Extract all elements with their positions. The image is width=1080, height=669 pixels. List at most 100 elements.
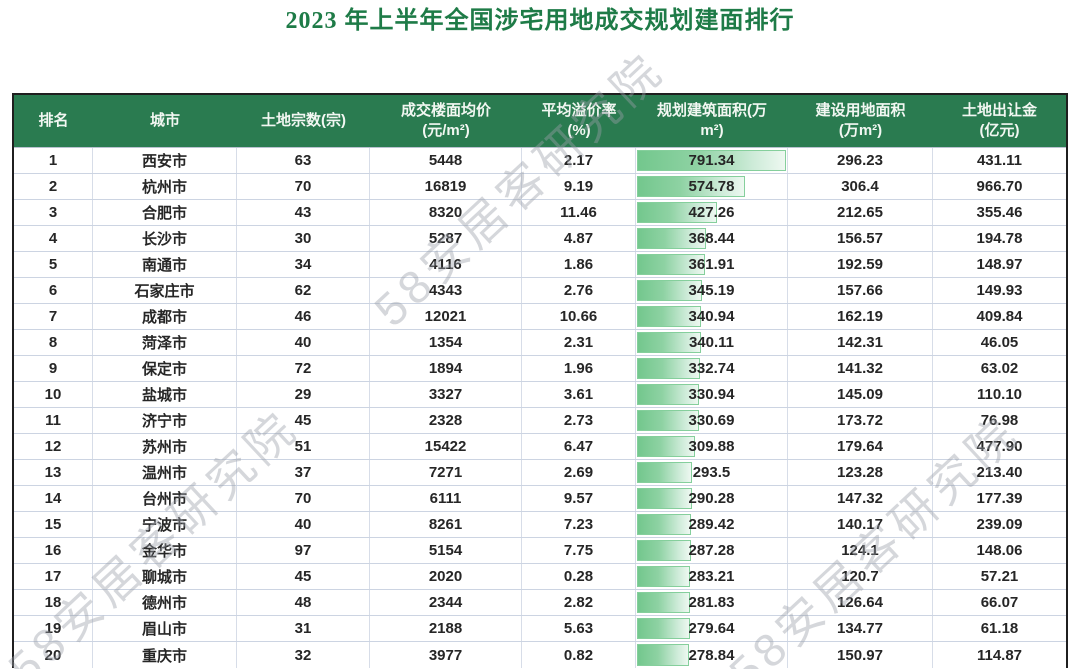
cell-value: 345.19 <box>688 282 735 299</box>
cell-floor-price: 5448 <box>370 148 522 173</box>
cell-premium: 5.63 <box>522 616 636 641</box>
cell-value: 长沙市 <box>141 231 187 248</box>
cell-city: 温州市 <box>93 460 237 485</box>
cell-value: 1.96 <box>563 360 594 377</box>
cell-value: 427.26 <box>688 204 735 221</box>
planned-area-databar <box>637 202 718 223</box>
cell-city: 宁波市 <box>93 512 237 537</box>
column-header: 规划建筑面积(万 m²) <box>636 95 788 147</box>
cell-value: 309.88 <box>688 438 735 455</box>
cell-value: 17 <box>44 568 62 585</box>
cell-value: 4116 <box>429 256 462 273</box>
cell-value: 278.84 <box>688 646 735 664</box>
cell-value: 2188 <box>428 620 463 637</box>
cell-value: 7271 <box>428 464 463 481</box>
cell-land-area: 123.28 <box>788 460 933 485</box>
cell-value: 3327 <box>428 386 463 403</box>
cell-premium: 3.61 <box>522 382 636 407</box>
cell-value: 145.09 <box>837 386 883 403</box>
cell-planned-area: 332.74 <box>636 356 788 381</box>
cell-planned-area: 574.78 <box>636 174 788 199</box>
cell-planned-area: 340.11 <box>636 330 788 355</box>
cell-value: 5.63 <box>563 620 594 637</box>
cell-land-area: 306.4 <box>788 174 933 199</box>
cell-value: 150.97 <box>837 646 883 664</box>
cell-land-fee: 239.09 <box>933 512 1066 537</box>
cell-parcels: 37 <box>237 460 370 485</box>
table-row: 15 宁波市 40 8261 7.23 289.42 140.17 239.09 <box>14 512 1066 538</box>
cell-rank: 15 <box>14 512 93 537</box>
planned-area-databar <box>637 306 702 327</box>
table-row: 3 合肥市 43 8320 11.46 427.26 212.65 355.46 <box>14 200 1066 226</box>
cell-value: 16819 <box>424 178 467 195</box>
table-row: 19 眉山市 31 2188 5.63 279.64 134.77 61.18 <box>14 616 1066 642</box>
cell-land-area: 124.1 <box>788 538 933 563</box>
table-row: 12 苏州市 51 15422 6.47 309.88 179.64 477.90 <box>14 434 1066 460</box>
cell-planned-area: 289.42 <box>636 512 788 537</box>
column-header: 土地出让金 (亿元) <box>933 95 1066 147</box>
column-header-line: 城市 <box>149 111 180 129</box>
cell-value: 293.5 <box>692 464 731 481</box>
planned-area-databar <box>637 332 701 353</box>
cell-value: 6111 <box>429 490 462 507</box>
cell-value: 2.76 <box>563 282 594 299</box>
cell-planned-area: 293.5 <box>636 460 788 485</box>
cell-parcels: 46 <box>237 304 370 329</box>
cell-value: 48 <box>294 594 312 611</box>
cell-value: 173.72 <box>837 412 883 429</box>
cell-value: 287.28 <box>688 542 735 559</box>
cell-parcels: 32 <box>237 642 370 668</box>
cell-rank: 9 <box>14 356 93 381</box>
cell-value: 279.64 <box>688 620 735 637</box>
cell-premium: 7.75 <box>522 538 636 563</box>
cell-value: 2.17 <box>563 152 594 169</box>
cell-value: 239.09 <box>976 516 1023 533</box>
cell-value: 134.77 <box>837 620 883 637</box>
cell-value: 4343 <box>428 282 463 299</box>
column-header-line: 平均溢价率 <box>541 101 617 119</box>
cell-land-fee: 148.97 <box>933 252 1066 277</box>
cell-planned-area: 281.83 <box>636 590 788 615</box>
planned-area-databar <box>637 280 702 301</box>
cell-value: 6 <box>48 282 58 299</box>
cell-parcels: 40 <box>237 512 370 537</box>
cell-value: 140.17 <box>837 516 883 533</box>
cell-floor-price: 5287 <box>370 226 522 251</box>
cell-value: 2.73 <box>563 412 594 429</box>
cell-planned-area: 427.26 <box>636 200 788 225</box>
table-body: 1 西安市 63 5448 2.17 791.34 296.23 431.11 2 杭州市 70 16… <box>14 148 1066 668</box>
cell-value: 8261 <box>428 516 463 533</box>
cell-value: 147.32 <box>837 490 883 507</box>
cell-parcels: 97 <box>237 538 370 563</box>
cell-planned-area: 345.19 <box>636 278 788 303</box>
cell-value: 9.19 <box>563 178 594 195</box>
table-row: 13 温州市 37 7271 2.69 293.5 123.28 213.40 <box>14 460 1066 486</box>
table-row: 14 台州市 70 6111 9.57 290.28 147.32 177.39 <box>14 486 1066 512</box>
cell-value: 40 <box>294 334 312 351</box>
cell-city: 杭州市 <box>93 174 237 199</box>
cell-premium: 7.23 <box>522 512 636 537</box>
cell-value: 63.02 <box>980 360 1019 377</box>
cell-value: 西安市 <box>141 153 187 170</box>
cell-city: 菏泽市 <box>93 330 237 355</box>
cell-value: 179.64 <box>837 438 883 455</box>
cell-floor-price: 1894 <box>370 356 522 381</box>
table-row: 1 西安市 63 5448 2.17 791.34 296.23 431.11 <box>14 148 1066 174</box>
cell-value: 177.39 <box>976 490 1023 507</box>
cell-rank: 3 <box>14 200 93 225</box>
table-row: 2 杭州市 70 16819 9.19 574.78 306.4 966.70 <box>14 174 1066 200</box>
cell-land-area: 145.09 <box>788 382 933 407</box>
cell-value: 18 <box>44 594 62 611</box>
column-header: 排名 <box>14 95 93 147</box>
cell-value: 283.21 <box>688 568 735 585</box>
cell-value: 5 <box>48 256 58 273</box>
column-header-line: 土地出让金 <box>961 101 1037 119</box>
cell-city: 眉山市 <box>93 616 237 641</box>
cell-value: 聊城市 <box>141 569 187 586</box>
table-row: 16 金华市 97 5154 7.75 287.28 124.1 148.06 <box>14 538 1066 564</box>
cell-value: 12021 <box>424 308 467 325</box>
cell-value: 57.21 <box>980 568 1019 585</box>
cell-rank: 2 <box>14 174 93 199</box>
table-row: 6 石家庄市 62 4343 2.76 345.19 157.66 149.93 <box>14 278 1066 304</box>
cell-land-area: 179.64 <box>788 434 933 459</box>
